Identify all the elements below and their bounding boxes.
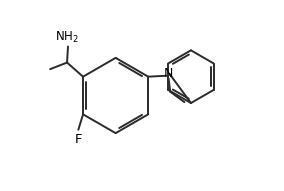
Text: F: F <box>75 133 82 146</box>
Text: N: N <box>163 67 173 80</box>
Text: NH$_2$: NH$_2$ <box>55 30 79 45</box>
